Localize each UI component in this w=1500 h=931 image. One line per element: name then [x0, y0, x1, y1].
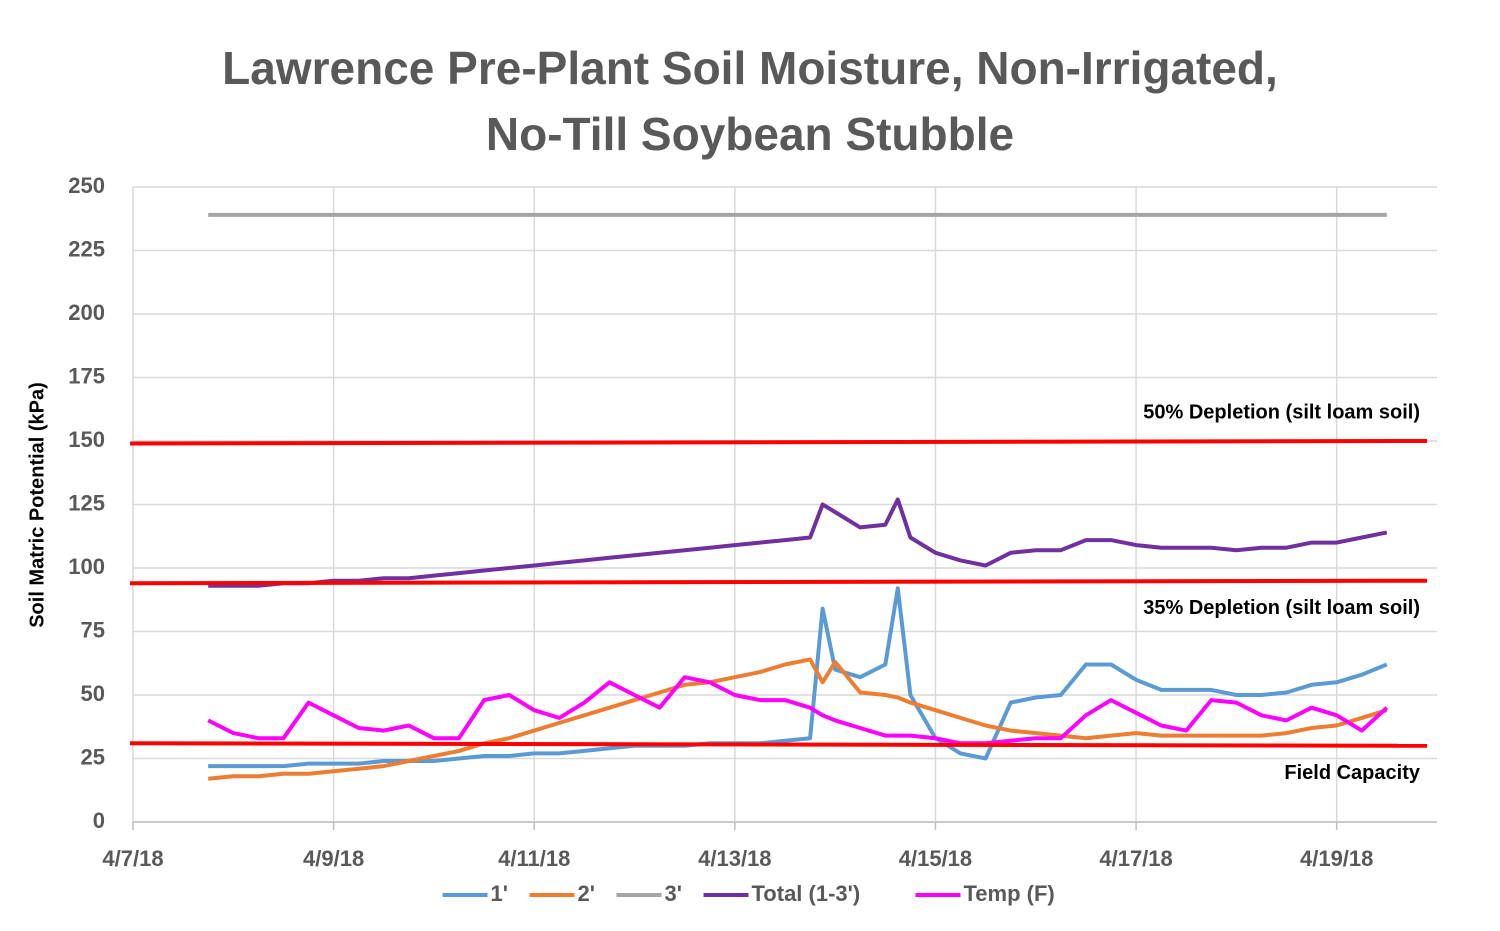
series-line — [207, 675, 1389, 746]
y-tick-label: 50 — [81, 681, 105, 706]
x-tick-label: 4/13/18 — [698, 846, 771, 871]
y-tick-label: 100 — [68, 554, 105, 579]
y-tick-label: 175 — [68, 363, 105, 388]
legend-label: 1' — [491, 881, 508, 906]
y-tick-label: 225 — [68, 236, 105, 261]
x-tick-label: 4/17/18 — [1099, 846, 1172, 871]
x-tick-label: 4/9/18 — [303, 846, 364, 871]
legend-label: 3' — [665, 881, 682, 906]
x-tick-label: 4/11/18 — [498, 846, 570, 871]
y-tick-label: 200 — [68, 300, 105, 325]
legend-label: Total (1-3') — [752, 881, 861, 906]
x-tick-label: 4/7/18 — [102, 846, 163, 871]
series-line — [208, 657, 1388, 781]
reference-line — [129, 741, 1428, 748]
y-tick-label: 0 — [93, 808, 105, 833]
reference-label: 50% Depletion (silt loam soil) — [1143, 401, 1420, 423]
x-tick-label: 4/15/18 — [899, 846, 972, 871]
y-tick-label: 150 — [68, 427, 105, 452]
reference-label: Field Capacity — [1284, 762, 1420, 784]
chart-title: No-Till Soybean Stubble — [486, 108, 1014, 160]
y-tick-label: 25 — [81, 744, 105, 769]
y-axis-label: Soil Matric Potential (kPa) — [26, 382, 48, 628]
legend-label: Temp (F) — [964, 881, 1055, 906]
x-tick-label: 4/19/18 — [1300, 846, 1373, 871]
series-line — [208, 497, 1388, 588]
y-tick-label: 125 — [68, 490, 105, 515]
reference-line — [129, 578, 1428, 586]
reference-label: 35% Depletion (silt loam soil) — [1143, 597, 1420, 619]
legend-label: 2' — [578, 881, 595, 906]
chart-title: Lawrence Pre-Plant Soil Moisture, Non-Ir… — [222, 42, 1278, 94]
reference-line — [129, 439, 1428, 446]
y-tick-label: 75 — [81, 617, 105, 642]
y-tick-label: 250 — [68, 173, 105, 198]
